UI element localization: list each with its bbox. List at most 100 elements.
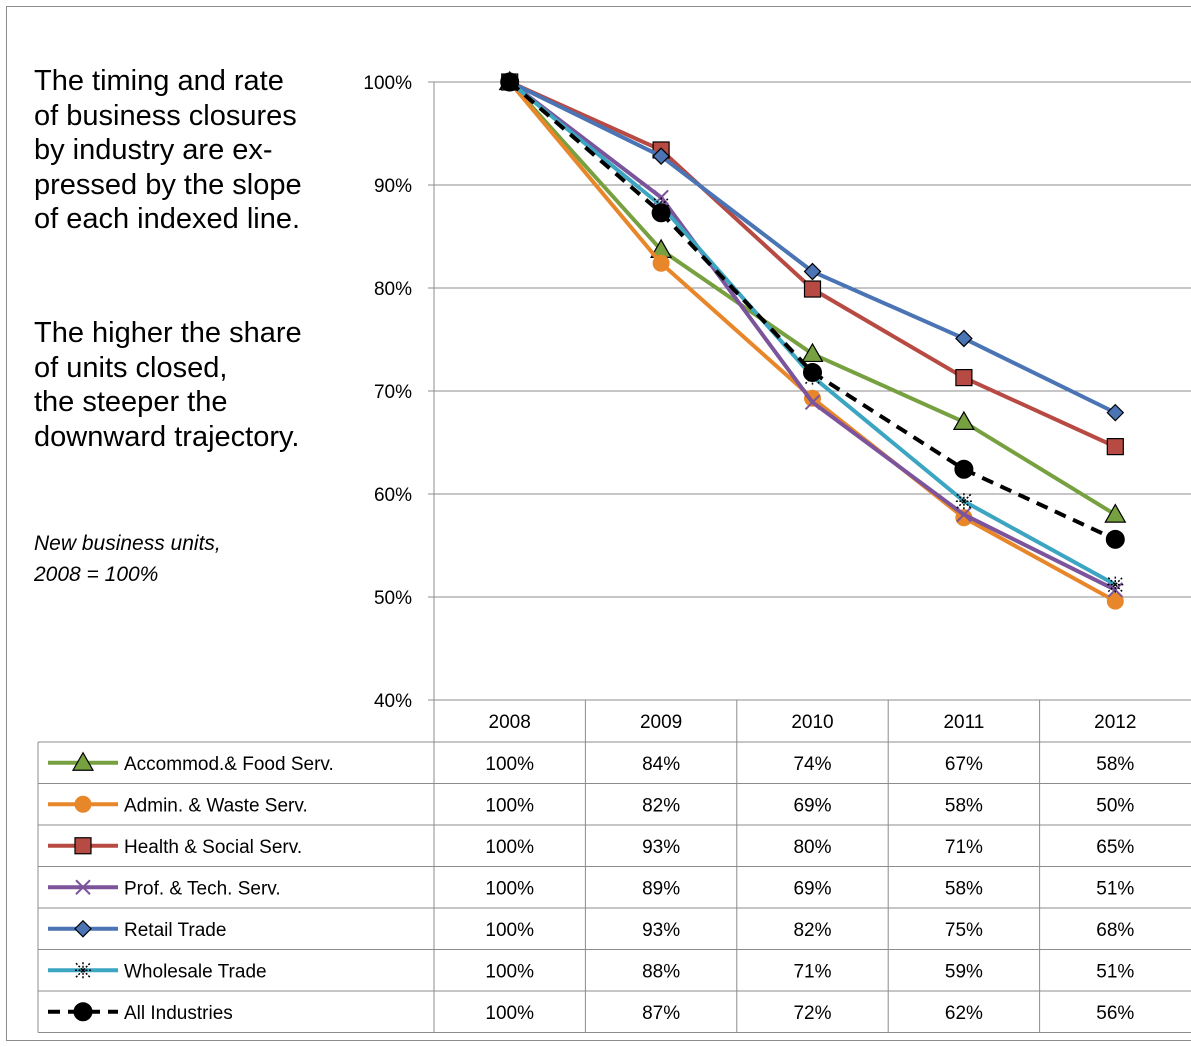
marker-circle bbox=[500, 72, 520, 92]
marker-diamond bbox=[652, 147, 670, 166]
x-category-label: 2011 bbox=[943, 712, 984, 733]
legend-key-marker bbox=[75, 879, 91, 895]
marker-triangle bbox=[952, 410, 975, 430]
data-point bbox=[1104, 503, 1127, 523]
marker-circle bbox=[1106, 592, 1124, 610]
data-point bbox=[1106, 403, 1125, 422]
legend-key-marker bbox=[74, 795, 92, 813]
table-cell-value: 67% bbox=[945, 754, 983, 775]
y-tick-label: 90% bbox=[374, 176, 412, 197]
y-tick-label: 60% bbox=[374, 485, 412, 506]
data-point bbox=[803, 262, 822, 281]
explanation-line: the steeper the bbox=[34, 386, 228, 418]
marker-circle bbox=[1105, 529, 1125, 549]
table-cell-value: 50% bbox=[1096, 795, 1134, 816]
table-cell-value: 80% bbox=[793, 837, 831, 858]
data-point bbox=[955, 369, 973, 387]
explanation-line: The higher the share bbox=[34, 317, 302, 349]
legend-label: Accommod.& Food Serv. bbox=[124, 754, 334, 775]
index-caption: New business units, 2008 = 100% bbox=[34, 528, 324, 590]
table-cell-value: 75% bbox=[945, 920, 983, 941]
data-point bbox=[1105, 529, 1125, 549]
marker-circle bbox=[73, 1002, 93, 1022]
marker-square bbox=[1106, 438, 1124, 456]
axes: 100% 90% 80% 70% 60% 50% 40% bbox=[363, 73, 435, 1033]
table-cell-value: 65% bbox=[1096, 837, 1134, 858]
x-category-label: 2009 bbox=[640, 712, 682, 733]
series-retail-trade bbox=[500, 73, 1125, 422]
series-lines bbox=[498, 70, 1127, 610]
table-cell-value: 69% bbox=[793, 878, 831, 899]
caption-line: 2008 = 100% bbox=[34, 563, 159, 586]
marker-square bbox=[955, 369, 973, 387]
data-point bbox=[803, 362, 822, 382]
table-cell-value: 100% bbox=[485, 920, 534, 941]
marker-triangle bbox=[1104, 503, 1127, 523]
legend-label: Admin. & Waste Serv. bbox=[124, 795, 308, 816]
marker-x bbox=[75, 879, 91, 895]
table-cell-value: 58% bbox=[1096, 754, 1134, 775]
table-cell-value: 56% bbox=[1096, 1003, 1134, 1024]
table-cell-value: 93% bbox=[642, 837, 680, 858]
marker-x bbox=[956, 506, 972, 523]
legend-key-marker bbox=[73, 1002, 93, 1022]
data-point bbox=[803, 280, 822, 298]
table-cell-value: 51% bbox=[1096, 878, 1134, 899]
data-table: 2008 2009 2010 2011 2012 Accommod.& Food Serv… bbox=[37, 699, 1191, 1033]
explanation-paragraph-1: The timing and rate of business closures… bbox=[34, 64, 334, 237]
x-category-label: 2008 bbox=[489, 712, 531, 733]
data-point bbox=[1106, 438, 1124, 456]
legend-key-marker bbox=[74, 919, 92, 938]
table-cell-value: 100% bbox=[485, 878, 534, 899]
data-point bbox=[955, 493, 972, 510]
table-cell-value: 100% bbox=[485, 754, 534, 775]
y-tick-label: 70% bbox=[374, 382, 412, 403]
table-cell-value: 62% bbox=[945, 1003, 983, 1024]
explanation-line: pressed by the slope bbox=[34, 168, 302, 201]
table-cell-value: 74% bbox=[793, 754, 831, 775]
legend-label: Health & Social Serv. bbox=[124, 837, 302, 858]
explanation-line: The timing and rate bbox=[34, 65, 284, 97]
data-point bbox=[651, 203, 671, 223]
table-cell-value: 89% bbox=[642, 878, 680, 899]
y-tick-label: 80% bbox=[374, 279, 412, 300]
marker-circle bbox=[651, 203, 671, 223]
explanation-paragraph-2: The higher the share of units closed, th… bbox=[34, 316, 334, 454]
data-point bbox=[652, 254, 670, 272]
table-cell-value: 69% bbox=[793, 795, 831, 816]
data-point bbox=[1107, 576, 1124, 593]
table-cell-value: 84% bbox=[642, 754, 680, 775]
marker-diamond bbox=[1106, 403, 1125, 422]
table-cell-value: 100% bbox=[485, 837, 534, 858]
legend-label: All Industries bbox=[124, 1003, 233, 1024]
explanation-line: of business closures bbox=[34, 99, 297, 132]
caption-line: New business units, bbox=[34, 532, 221, 555]
x-category-label: 2012 bbox=[1094, 712, 1136, 733]
data-point bbox=[652, 147, 670, 166]
table-cell-value: 59% bbox=[945, 961, 983, 982]
legend-label: Prof. & Tech. Serv. bbox=[124, 878, 281, 899]
table-cell-value: 93% bbox=[642, 920, 680, 941]
legend-key-marker bbox=[71, 751, 95, 771]
explanation-line: of each indexed line. bbox=[34, 203, 301, 235]
table-cell-value: 72% bbox=[793, 1003, 831, 1024]
table-cell-value: 100% bbox=[485, 961, 534, 982]
table-cell-value: 58% bbox=[945, 795, 983, 816]
marker-circle bbox=[954, 459, 974, 479]
table-cell-value: 71% bbox=[945, 837, 983, 858]
legend-label: Retail Trade bbox=[124, 920, 226, 941]
marker-circle bbox=[74, 795, 92, 813]
marker-x bbox=[804, 394, 821, 411]
data-point bbox=[955, 329, 973, 348]
y-tick-label: 100% bbox=[363, 73, 412, 94]
marker-diamond bbox=[74, 919, 92, 938]
table-cell-value: 82% bbox=[793, 920, 831, 941]
table-cell-value: 87% bbox=[642, 1003, 680, 1024]
chart-frame bbox=[6, 6, 1191, 1041]
series-line bbox=[508, 80, 1117, 587]
data-point bbox=[1106, 592, 1124, 610]
marker-triangle bbox=[71, 751, 95, 771]
legend-key-marker bbox=[75, 962, 91, 979]
explanation-line: of units closed, bbox=[34, 351, 228, 384]
